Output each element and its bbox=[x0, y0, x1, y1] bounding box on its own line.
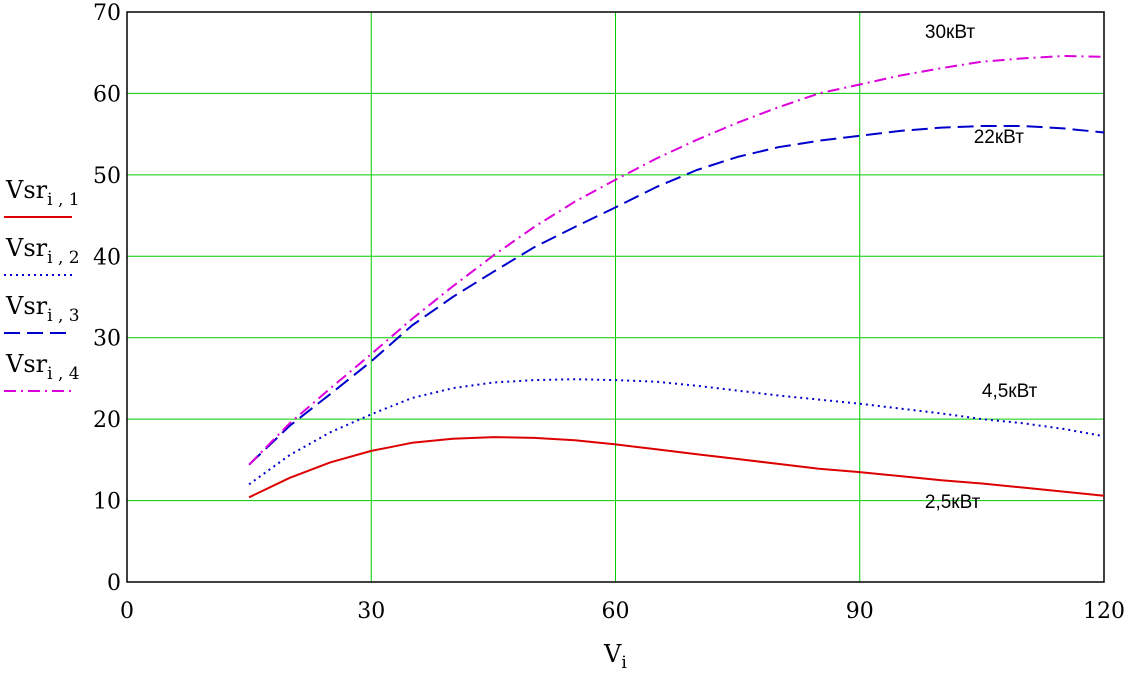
legend-label-main: Vsr bbox=[5, 176, 48, 204]
series-group bbox=[248, 55, 1105, 499]
legend-label-main: Vsr bbox=[5, 292, 48, 320]
legend-label-sub: i , 4 bbox=[47, 364, 79, 384]
y-tick-label-30: 30 bbox=[93, 327, 121, 352]
annotation-3: 4,5кВт bbox=[982, 381, 1038, 402]
series-line-4 bbox=[248, 55, 1105, 466]
legend-label-1: Vsri , 1 bbox=[5, 176, 80, 210]
plot-frame bbox=[126, 11, 1105, 583]
x-tick-label-30: 30 bbox=[357, 599, 385, 624]
x-tick-label-60: 60 bbox=[602, 599, 630, 624]
legend-label-2: Vsri , 2 bbox=[5, 234, 80, 268]
annotation-4: 2,5кВт bbox=[925, 492, 981, 513]
y-tick-label-10: 10 bbox=[93, 490, 121, 515]
series-line-1 bbox=[248, 436, 1105, 499]
grid bbox=[127, 12, 1104, 582]
x-tick-label-0: 0 bbox=[120, 599, 134, 624]
y-tick-label-40: 40 bbox=[93, 245, 121, 270]
x-tick-label-120: 120 bbox=[1083, 599, 1125, 624]
y-tick-label-70: 70 bbox=[93, 1, 121, 26]
y-tick-label-60: 60 bbox=[93, 82, 121, 107]
annotation-1: 30кВт bbox=[925, 22, 975, 43]
legend-label-3: Vsri , 3 bbox=[5, 292, 80, 326]
legend-label-sub: i , 1 bbox=[47, 190, 79, 210]
y-tick-label-0: 0 bbox=[107, 571, 121, 596]
x-tick-label-90: 90 bbox=[846, 599, 874, 624]
legend-label-4: Vsri , 4 bbox=[5, 350, 80, 384]
x-axis-label-main: V bbox=[603, 640, 622, 668]
series-line-2 bbox=[248, 378, 1105, 486]
legend-label-main: Vsr bbox=[5, 234, 48, 262]
y-tick-label-50: 50 bbox=[93, 164, 121, 189]
legend-label-main: Vsr bbox=[5, 350, 48, 378]
y-axis-ticks: 0 10 20 30 40 50 60 70 bbox=[93, 1, 121, 596]
legend-label-sub: i , 2 bbox=[47, 248, 79, 268]
y-tick-label-20: 20 bbox=[93, 408, 121, 433]
x-axis-ticks: 0 30 60 90 120 bbox=[120, 599, 1125, 624]
annotations: 30кВт 22кВт 4,5кВт 2,5кВт bbox=[925, 22, 1038, 513]
legend-label-sub: i , 3 bbox=[47, 306, 79, 326]
annotation-2: 22кВт bbox=[974, 127, 1024, 148]
x-axis-label-sub: i bbox=[621, 653, 627, 673]
x-axis-label: Vi bbox=[603, 640, 627, 673]
series-line-3 bbox=[248, 125, 1105, 466]
